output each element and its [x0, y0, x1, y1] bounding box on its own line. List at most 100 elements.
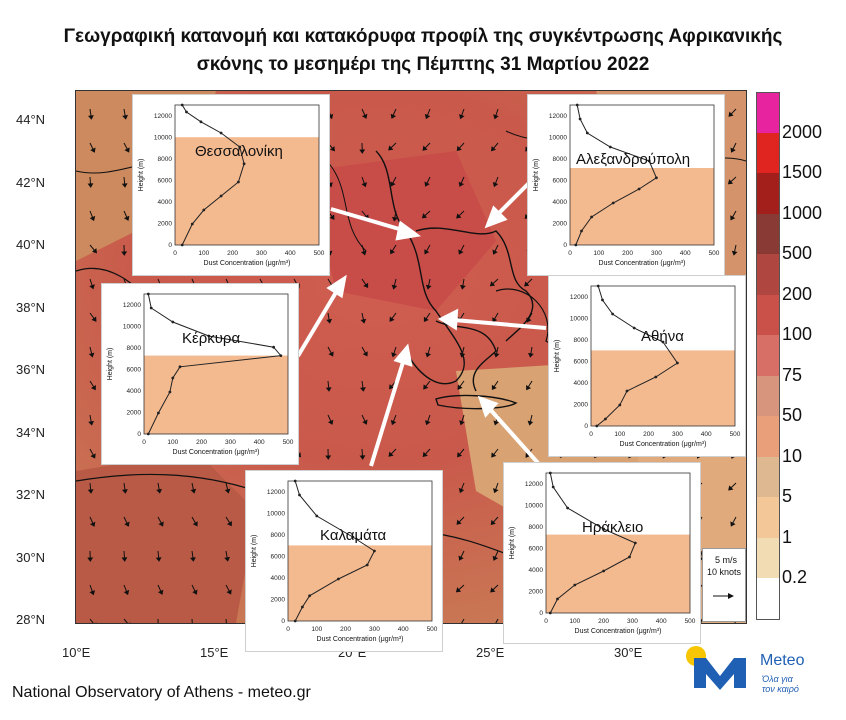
wind-arrowhead: [422, 145, 428, 151]
wind-arrowhead: [526, 317, 532, 323]
y-tick-label: 10000: [525, 503, 543, 510]
profile-point: [293, 619, 297, 623]
x-tick-label: 100: [311, 626, 322, 633]
wind-arrowhead: [89, 215, 96, 222]
x-tick-label: 400: [254, 439, 265, 446]
y-tick-label: 12000: [154, 113, 172, 120]
x-axis-label: Dust Concentration (μgr/m³): [575, 628, 662, 635]
profile-point: [661, 340, 665, 344]
profile-chart: 0 100 200 300 400 500 0 2000 4000 6000 8000 10000 12…: [251, 479, 438, 643]
y-tick-label: 10000: [570, 316, 588, 323]
wind-arrowhead: [527, 420, 534, 426]
colorbar-swatch: [756, 537, 780, 578]
x-axis-label: Dust Concentration (μgr/m³): [204, 260, 291, 267]
wind-arrowhead: [87, 489, 94, 494]
wind-arrowhead: [89, 590, 96, 596]
x-tick-label: 400: [656, 618, 667, 625]
wind-arrowhead: [492, 181, 499, 188]
x-tick-label: 300: [651, 250, 662, 257]
colorbar-label: 2000: [782, 121, 823, 142]
map-title-line2: σκόνης το μεσημέρι της Πέμπτης 31 Μαρτίο…: [196, 54, 650, 75]
y-axis-label: Height (m): [533, 159, 540, 192]
wind-arrowhead: [121, 557, 128, 562]
x-tick-label: 300: [672, 431, 683, 438]
wind-arrow: [225, 618, 227, 623]
wind-arrowhead: [226, 589, 232, 595]
profile-chart: 0 100 200 300 400 500 0 2000 4000 6000 8000 10000 12…: [554, 284, 741, 448]
profile-point: [575, 103, 579, 107]
y-tick-label: 2000: [127, 410, 142, 417]
y-tick-label: 10000: [267, 511, 285, 518]
plot-frame: [287, 480, 433, 622]
wind-arrowhead: [359, 455, 366, 460]
wind-arrowhead: [88, 352, 95, 358]
profile-point: [180, 103, 184, 107]
x-tick-label: 500: [283, 439, 294, 446]
x-tick-label: 0: [544, 618, 548, 625]
wind-arrowhead: [526, 384, 532, 391]
profile-point: [308, 594, 311, 598]
wind-arrowhead: [158, 521, 164, 527]
wind-arrowhead: [87, 557, 94, 562]
y-tick-label: 4000: [529, 567, 544, 574]
wind-arrowhead: [362, 351, 368, 357]
wind-speed-label: 5 m/s: [715, 555, 738, 565]
longitude-label: 10°E: [62, 645, 91, 660]
profile-point: [647, 159, 651, 163]
colorbar-label: 1500: [782, 162, 823, 182]
x-tick-label: 500: [685, 618, 696, 625]
x-tick-label: 400: [398, 626, 409, 633]
inset-city-label: Κέρκυρα: [182, 330, 241, 347]
wind-arrowhead: [490, 519, 496, 526]
y-tick-label: 4000: [574, 380, 589, 387]
wind-arrowhead: [727, 179, 734, 185]
colorbar-swatch: [756, 416, 780, 457]
y-tick-label: 6000: [127, 367, 142, 374]
colorbar-label: 50: [782, 405, 803, 425]
profile-point: [548, 471, 552, 475]
wind-arrowhead: [190, 488, 197, 494]
profile-point: [573, 583, 577, 587]
profile-point: [171, 376, 175, 380]
colorbar-swatch: [756, 132, 780, 173]
y-tick-label: 2000: [574, 402, 589, 409]
wind-arrowhead: [326, 318, 333, 324]
x-tick-label: 100: [614, 431, 625, 438]
x-tick-label: 400: [701, 431, 712, 438]
wind-arrowhead: [456, 519, 462, 525]
wind-arrowhead: [492, 555, 499, 561]
x-tick-label: 0: [589, 431, 593, 438]
y-tick-label: 4000: [271, 575, 286, 582]
y-tick-label: 12000: [267, 489, 285, 496]
wind-arrow: [495, 618, 499, 623]
profile-inset-kalamata: 0 100 200 300 400 500 0 2000 4000 6000 8000 10000 12…: [245, 470, 443, 652]
inset-city-label: Θεσσαλονίκη: [195, 143, 283, 160]
profile-point: [279, 354, 283, 357]
map-title-line1: Γεωγραφική κατανομή και κατακόρυφα προφί…: [63, 26, 783, 47]
wind-arrowhead: [359, 149, 366, 154]
brand-tagline-line1: Όλα για: [762, 674, 793, 684]
colorbar-swatch: [756, 375, 780, 416]
wind-arrowhead: [87, 183, 94, 188]
y-tick-label: 12000: [570, 294, 588, 301]
wind-arrowhead: [391, 216, 398, 222]
profile-point: [373, 549, 376, 553]
y-tick-label: 12000: [549, 113, 567, 120]
brand-tagline: Όλα για τον καιρό: [762, 674, 799, 694]
colorbar-label: 10: [782, 445, 803, 466]
x-tick-label: 300: [369, 626, 380, 633]
wind-arrowhead: [121, 251, 128, 256]
wind-arrowhead: [458, 487, 465, 494]
x-tick-label: 100: [167, 439, 178, 446]
wind-arrowhead: [325, 455, 332, 460]
x-tick-label: 200: [340, 626, 351, 633]
x-tick-label: 400: [680, 250, 691, 257]
latitude-label: 30°N: [16, 549, 46, 565]
wind-arrowhead: [422, 451, 428, 458]
profile-point: [628, 555, 631, 559]
wind-arrowhead: [421, 213, 428, 219]
wind-arrow: [700, 618, 703, 623]
profile-line: [294, 480, 376, 622]
y-tick-label: 8000: [553, 156, 568, 163]
y-tick-label: 4000: [553, 199, 568, 206]
